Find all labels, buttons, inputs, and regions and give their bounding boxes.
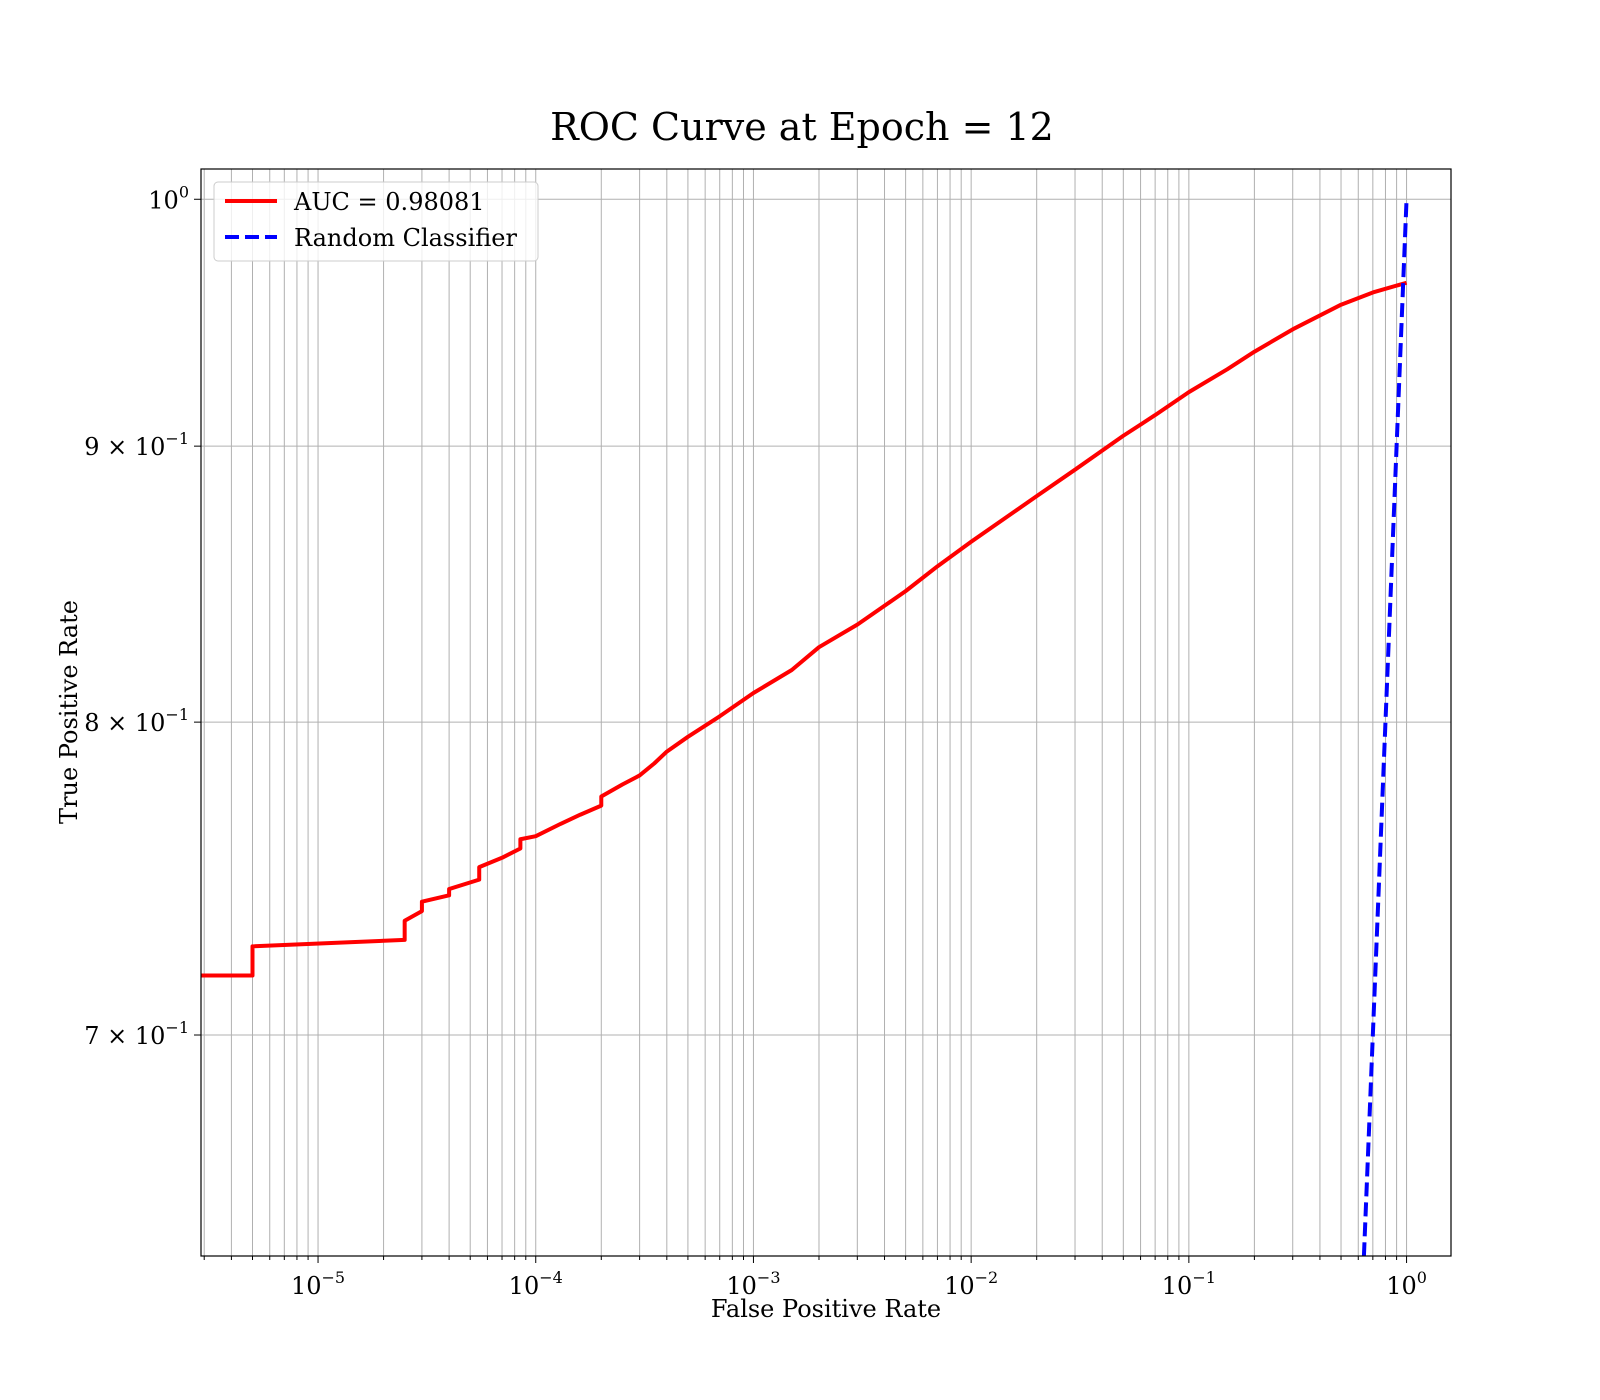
x-tick-label: 10−4	[509, 1268, 563, 1300]
y-tick-label: 7 × 10−1	[84, 1018, 189, 1050]
x-tick-label: 10−1	[1162, 1268, 1216, 1300]
legend-box	[213, 181, 539, 262]
chart-title: ROC Curve at Epoch = 12	[550, 105, 1054, 149]
plot-frame	[200, 168, 1452, 1257]
random-classifier-line	[1361, 199, 1409, 1256]
roc-curve-line	[201, 280, 1408, 978]
y-tick-label: 9 × 10−1	[84, 429, 189, 461]
x-tick-label: 10−5	[291, 1268, 345, 1300]
tick-layer: 10−5 10−4 10−3 10−2 10−1 100 100 9 × 10−1 8 × 10…	[84, 182, 1427, 1300]
y-tick-label: 100	[148, 182, 189, 214]
y-axis-label: True Positive Rate	[55, 600, 83, 824]
x-axis-label: False Positive Rate	[711, 1295, 941, 1323]
x-tick-label: 100	[1386, 1268, 1427, 1300]
x-tick-label: 10−3	[726, 1268, 780, 1300]
grid-layer	[201, 169, 1451, 1256]
y-tick-label: 8 × 10−1	[84, 705, 189, 737]
series-layer	[201, 199, 1409, 1256]
legend-label-random-classifier: Random Classifier	[294, 224, 517, 252]
x-tick-label: 10−2	[944, 1268, 998, 1300]
legend-label-auc: AUC = 0.98081	[293, 188, 485, 216]
legend: AUC = 0.98081 Random Classifier	[213, 181, 539, 262]
